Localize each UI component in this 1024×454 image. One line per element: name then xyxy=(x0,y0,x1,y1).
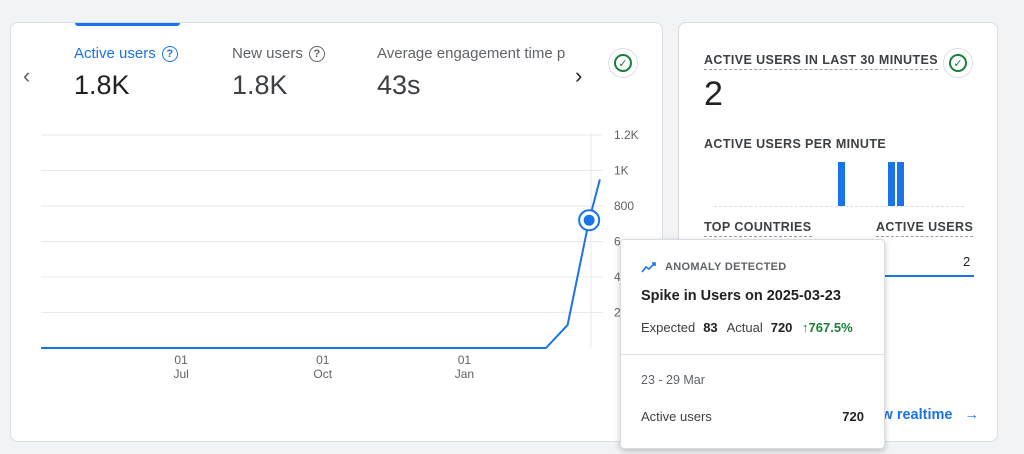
per-minute-bar[interactable] xyxy=(838,162,845,206)
tab-active-users[interactable]: Active users ? 1.8K xyxy=(74,45,178,101)
active-users-series-line xyxy=(41,179,601,349)
anomaly-tooltip: ANOMALY DETECTED Spike in Users on 2025-… xyxy=(620,239,885,449)
tab-new-users[interactable]: New users ? 1.8K xyxy=(232,45,325,101)
y-tick-label: 2 xyxy=(614,306,621,320)
actual-value: 720 xyxy=(770,320,793,335)
tooltip-divider xyxy=(621,354,884,355)
per-minute-bar[interactable] xyxy=(888,162,895,206)
per-minute-baseline xyxy=(714,206,964,207)
view-realtime-label: w realtime xyxy=(881,407,953,423)
new-users-value: 1.8K xyxy=(232,70,288,100)
y-tick-label: 6 xyxy=(614,235,621,249)
active-users-value: 1.8K xyxy=(74,70,130,100)
expected-label: Expected xyxy=(641,320,696,335)
previous-metric-icon[interactable]: ‹ xyxy=(23,63,31,88)
realtime-active-users-value: 2 xyxy=(704,75,723,113)
expected-value: 83 xyxy=(703,320,718,335)
help-icon[interactable]: ? xyxy=(161,45,178,62)
x-tick-label: 01 xyxy=(174,353,188,367)
y-tick-label: 800 xyxy=(614,199,634,213)
country-active-users-value: 2 xyxy=(963,254,971,269)
realtime-check-icon[interactable]: ✓ xyxy=(943,48,973,78)
anomaly-marker-dot xyxy=(583,214,595,226)
realtime-title[interactable]: ACTIVE USERS IN LAST 30 MINUTES xyxy=(704,53,938,70)
tab-new-users-label: New users xyxy=(232,45,303,62)
tab-average-engagement-time[interactable]: Average engagement time p 43s xyxy=(377,45,565,101)
tab-average-engagement-label: Average engagement time p xyxy=(377,45,565,62)
help-icon[interactable]: ? xyxy=(308,45,325,62)
x-tick-label: 01 xyxy=(458,353,472,367)
x-tick-label: Jul xyxy=(173,367,188,381)
tooltip-metric-label: Active users xyxy=(641,409,712,424)
x-tick-label: Jan xyxy=(455,367,474,381)
average-engagement-value: 43s xyxy=(377,70,421,100)
anomaly-title: Spike in Users on 2025-03-23 xyxy=(641,288,841,304)
y-tick-label: 1K xyxy=(614,164,629,178)
tooltip-metric-value: 720 xyxy=(842,409,864,424)
check-icon: ✓ xyxy=(614,54,632,72)
anomaly-stats: Expected 83 Actual 720 ↑767.5% xyxy=(641,320,853,335)
view-realtime-link[interactable]: w realtime → xyxy=(882,407,979,423)
y-tick-label: 1.2K xyxy=(614,128,639,142)
top-countries-header[interactable]: TOP COUNTRIES xyxy=(704,220,812,237)
change-percent: ↑767.5% xyxy=(802,320,853,335)
anomaly-header: ANOMALY DETECTED xyxy=(665,261,787,273)
x-tick-label: 01 xyxy=(316,353,330,367)
active-tab-indicator xyxy=(75,23,180,26)
check-icon: ✓ xyxy=(949,54,967,72)
per-minute-bar[interactable] xyxy=(897,162,904,206)
y-tick-label: 4 xyxy=(614,270,621,284)
anomaly-trend-icon xyxy=(641,262,656,273)
arrow-right-icon: → xyxy=(964,407,980,423)
users-overview-card: ‹ Active users ? 1.8K New users ? 1.8K A… xyxy=(10,22,663,442)
tab-active-users-label: Active users xyxy=(74,45,156,62)
x-tick-label: Oct xyxy=(313,367,332,381)
active-users-per-minute-label: ACTIVE USERS PER MINUTE xyxy=(704,137,887,151)
next-metric-icon[interactable]: › xyxy=(575,63,583,88)
tooltip-date-range: 23 - 29 Mar xyxy=(641,373,705,387)
data-quality-check-icon[interactable]: ✓ xyxy=(608,48,638,78)
actual-label: Actual xyxy=(726,320,763,335)
active-users-header[interactable]: ACTIVE USERS xyxy=(876,220,974,237)
